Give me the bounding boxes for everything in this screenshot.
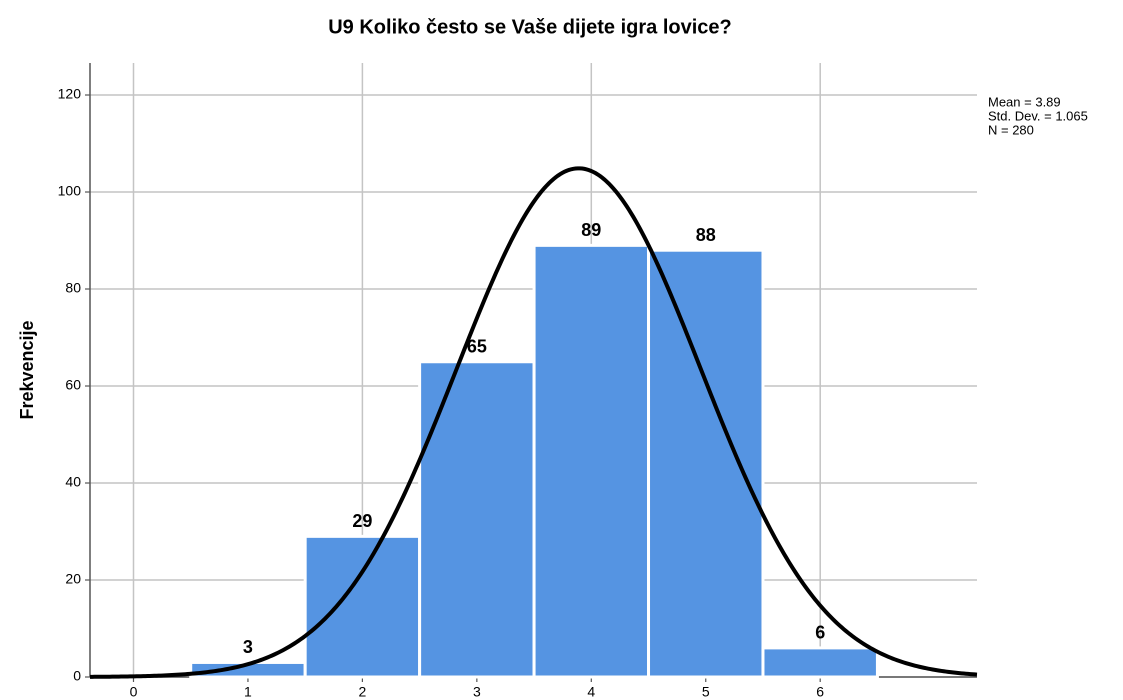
- data-label: 3: [243, 637, 253, 657]
- x-tick-label: 5: [702, 684, 710, 700]
- y-tick-label: 20: [65, 571, 81, 587]
- y-tick-label: 60: [65, 377, 81, 393]
- bar: [303, 534, 422, 679]
- x-tick-label: 4: [587, 684, 595, 700]
- x-tick-label: 1: [244, 684, 252, 700]
- stats-label: Std. Dev. = 1.065: [988, 108, 1088, 123]
- bar: [647, 248, 765, 679]
- bar: [532, 243, 651, 679]
- stats-label: N = 280: [988, 122, 1034, 137]
- y-tick-label: 40: [65, 474, 81, 490]
- bar: [761, 646, 879, 679]
- x-tick-label: 3: [473, 684, 481, 700]
- y-tick-label: 100: [58, 183, 82, 199]
- x-tick-label: 0: [130, 684, 138, 700]
- data-label: 88: [696, 225, 716, 245]
- bar: [418, 360, 536, 679]
- y-tick-label: 0: [73, 668, 81, 684]
- data-label: 29: [352, 511, 372, 531]
- y-axis-label: Frekvencije: [17, 320, 37, 419]
- x-tick-label: 2: [358, 684, 366, 700]
- x-tick-label: 6: [816, 684, 824, 700]
- data-label: 6: [815, 623, 825, 643]
- chart-title: U9 Koliko često se Vaše dijete igra lovi…: [328, 16, 732, 38]
- data-label: 89: [581, 220, 601, 240]
- stats-label: Mean = 3.89: [988, 94, 1061, 109]
- y-tick-label: 120: [58, 86, 82, 102]
- normal-curve: [89, 166, 978, 679]
- data-label: 65: [467, 337, 487, 357]
- y-tick-label: 80: [65, 280, 81, 296]
